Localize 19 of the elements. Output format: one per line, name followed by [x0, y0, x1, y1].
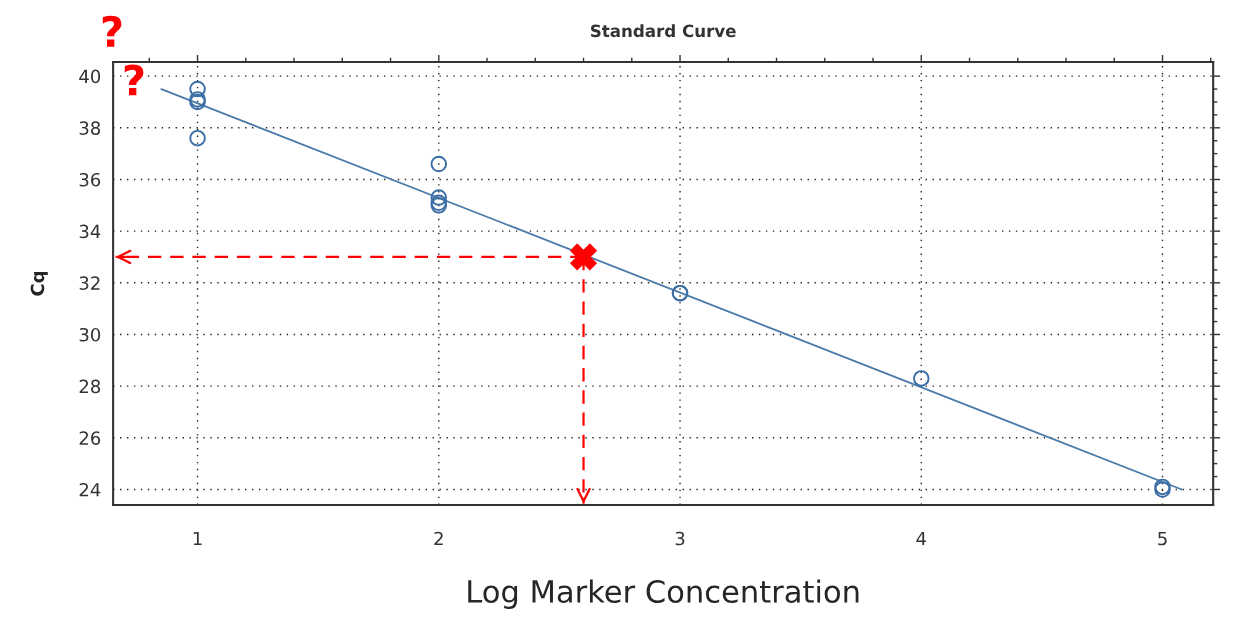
x-tick-label: 3: [675, 531, 685, 546]
y-tick-label: 28: [79, 379, 101, 394]
x-tick-label: 5: [1158, 531, 1167, 546]
x-tick-label: 1: [193, 531, 202, 546]
y-tick-label: 30: [79, 327, 101, 342]
y-tick-label: 38: [79, 121, 101, 135]
y-tick-label: 26: [79, 431, 101, 445]
annotation: ?: [124, 64, 144, 96]
chart-title: Standard Curve: [590, 24, 736, 38]
x-axis-title: Log Marker Concentration: [468, 579, 859, 609]
y-axis-title: Cq: [30, 271, 48, 296]
x-tick-label: 2: [434, 531, 443, 546]
y-tick-label: 24: [79, 482, 101, 497]
y-tick-label: 32: [79, 276, 100, 290]
y-tick-label: 34: [79, 224, 101, 239]
y-tick-label: 36: [79, 172, 101, 187]
x-tick-label: 4: [916, 531, 926, 546]
y-tick-label: 40: [79, 69, 101, 84]
text: ?: [102, 15, 122, 47]
